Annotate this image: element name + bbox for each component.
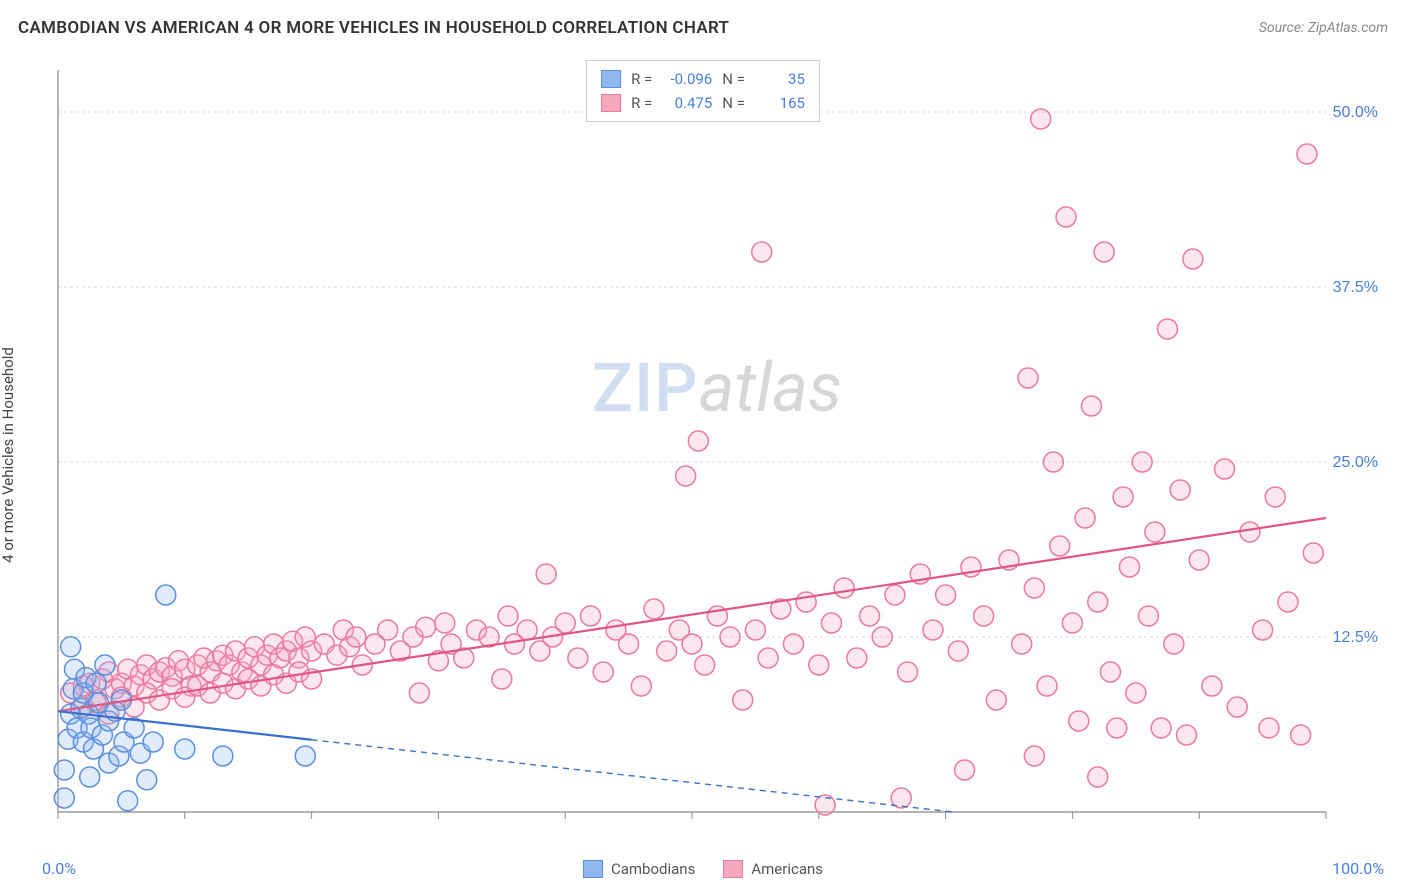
legend-swatch-cambodians-icon [583,860,603,878]
stats-row-b: R = 0.475 N = 165 [601,91,805,115]
r-value-b: 0.475 [662,91,712,115]
legend-item-americans: Americans [723,860,823,878]
legend-label-a: Cambodians [611,860,695,878]
legend-label-b: Americans [751,860,823,878]
n-label-b: N = [722,91,745,115]
swatch-cambodians-icon [601,70,621,88]
stats-row-a: R = -0.096 N = 35 [601,67,805,91]
svg-text:25.0%: 25.0% [1333,454,1378,471]
chart-title: CAMBODIAN VS AMERICAN 4 OR MORE VEHICLES… [18,18,729,38]
r-label-b: R = [631,91,652,115]
x-axis-label-left: 0.0% [42,859,76,878]
svg-text:37.5%: 37.5% [1333,279,1378,296]
scatter-chart: 12.5% 25.0% 37.5% 50.0% [48,60,1386,842]
n-value-b: 165 [755,91,805,115]
legend-swatch-americans-icon [723,860,743,878]
source-label: Source: ZipAtlas.com [1259,20,1388,36]
svg-text:12.5%: 12.5% [1333,629,1378,646]
legend-item-cambodians: Cambodians [583,860,695,878]
series-legend: Cambodians Americans [0,860,1406,878]
n-value-a: 35 [755,67,805,91]
n-label: N = [722,67,745,91]
header: CAMBODIAN VS AMERICAN 4 OR MORE VEHICLES… [18,18,1388,38]
r-value-a: -0.096 [662,67,712,91]
stats-legend: R = -0.096 N = 35 R = 0.475 N = 165 [586,60,820,122]
plot-area: 12.5%25.0%37.5%50.0% ZIPatlas [48,60,1386,842]
svg-text:50.0%: 50.0% [1333,104,1378,121]
r-label: R = [631,67,652,91]
x-axis-label-right: 100.0% [1332,859,1384,878]
swatch-americans-icon [601,94,621,112]
y-axis-label: 4 or more Vehicles in Household [0,347,17,563]
